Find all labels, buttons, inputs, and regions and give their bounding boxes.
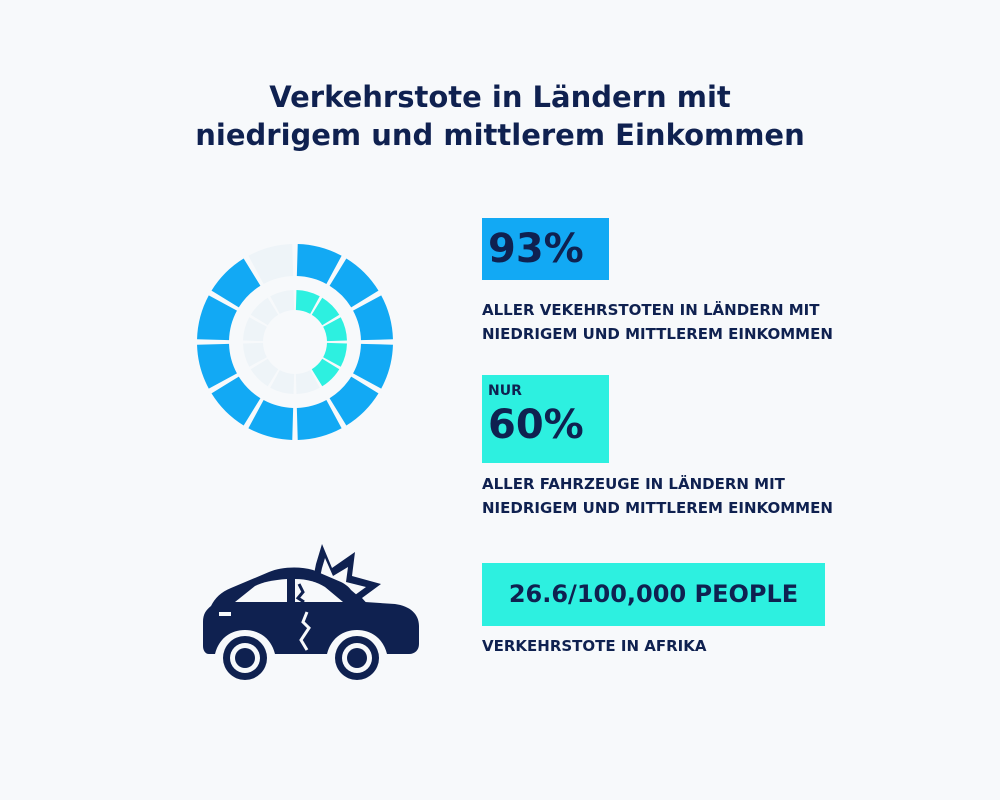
donut-inner-segment [311, 358, 340, 387]
donut-inner-segment [270, 370, 295, 394]
donut-inner-ring [243, 290, 347, 394]
donut-inner-segment [270, 290, 295, 314]
donut-outer-segment [329, 258, 379, 308]
stat-60-desc-line-1: ALLER FAHRZEUGE IN LÄNDERN MIT [482, 475, 785, 493]
stat-60-prefix: NUR [488, 383, 522, 399]
donut-inner-segment [295, 370, 320, 394]
donut-inner-segment [323, 317, 347, 342]
title-line-2: niedrigem und mittlerem Einkommen [195, 118, 805, 152]
segmented-donut-icon [197, 244, 393, 440]
donut-outer-segment [296, 244, 342, 284]
donut-inner-segment [323, 342, 347, 367]
donut-outer-segment [353, 295, 393, 341]
donut-outer-segment [248, 244, 294, 284]
stat-africa-description: VERKEHRSTOTE IN AFRIKA [482, 634, 902, 658]
donut-inner-segment [250, 358, 279, 387]
donut-inner-segment [311, 297, 340, 326]
page-title: Verkehrstote in Ländern mit niedrigem un… [0, 78, 1000, 154]
stat-93-description: ALLER VEKEHRSTOTEN IN LÄNDERN MIT NIEDRI… [482, 298, 902, 346]
stat-60-desc-line-2: NIEDRIGEM UND MITTLEREM EINKOMMEN [482, 499, 833, 517]
title-line-1: Verkehrstote in Ländern mit [269, 80, 731, 114]
donut-outer-segment [329, 376, 379, 426]
donut-outer-segment [353, 343, 393, 389]
donut-inner-segment [243, 317, 267, 342]
stat-93-desc-line-1: ALLER VEKEHRSTOTEN IN LÄNDERN MIT [482, 301, 820, 319]
stat-africa-badge: 26.6/100,000 PEOPLE [482, 563, 825, 626]
donut-inner-segment [250, 297, 279, 326]
stat-africa-value: 26.6/100,000 PEOPLE [508, 580, 799, 608]
donut-outer-segment [211, 258, 261, 308]
donut-inner-segment [243, 342, 267, 367]
donut-outer-segment [197, 295, 237, 341]
stat-africa-desc-line-1: VERKEHRSTOTE IN AFRIKA [482, 637, 707, 655]
donut-inner-segment [295, 290, 320, 314]
donut-outer-segment [248, 400, 294, 440]
stat-60-badge: NUR 60% [482, 375, 609, 463]
car-crash-icon [203, 544, 419, 680]
stat-60-description: ALLER FAHRZEUGE IN LÄNDERN MIT NIEDRIGEM… [482, 472, 902, 520]
stat-93-desc-line-2: NIEDRIGEM UND MITTLEREM EINKOMMEN [482, 325, 833, 343]
donut-outer-segment [197, 343, 237, 389]
stat-93-value: 93% [488, 226, 584, 272]
stat-93-badge: 93% [482, 218, 609, 280]
stat-60-value: 60% [488, 402, 584, 448]
donut-outer-segment [296, 400, 342, 440]
donut-outer-ring [197, 244, 393, 440]
donut-outer-segment [211, 376, 261, 426]
